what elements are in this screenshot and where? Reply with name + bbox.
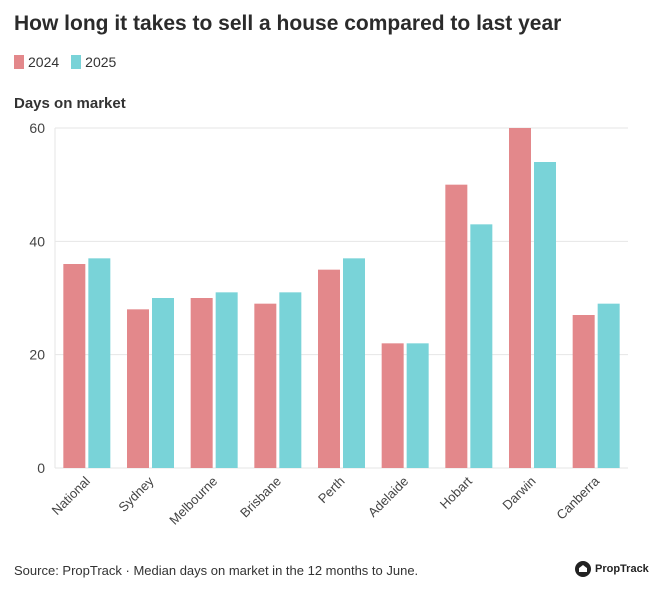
x-tick-label: Hobart [437,473,475,511]
bar-2025-sydney [152,298,174,468]
x-tick-label: Brisbane [237,474,284,521]
bar-2025-canberra [597,303,620,468]
x-tick-label: Darwin [499,474,538,513]
bar-2025-darwin [534,162,556,468]
x-tick-label: Canberra [553,473,602,522]
x-tick-label: Perth [315,474,348,507]
bar-2024-melbourne [190,298,213,468]
x-tick-label: National [49,473,93,517]
legend: 2024 2025 [14,54,116,70]
y-tick-label: 40 [29,233,45,249]
x-tick-label: Melbourne [166,474,220,528]
legend-swatch-2024 [14,55,24,69]
bar-2024-hobart [445,184,468,468]
bar-2024-brisbane [254,303,277,468]
source-note: Source: PropTrack · Median days on marke… [14,563,419,578]
bar-2024-national [63,264,86,468]
legend-item-2024: 2024 [14,54,59,70]
y-tick-label: 20 [29,347,45,363]
y-tick-label: 0 [37,460,45,476]
y-axis-label: Days on market [14,95,126,112]
bar-2025-adelaide [406,343,429,468]
house-icon [575,561,591,577]
legend-item-2025: 2025 [71,54,116,70]
x-tick-label: Adelaide [365,474,411,520]
brand-logo: PropTrack [575,561,649,577]
chart-title: How long it takes to sell a house compar… [14,12,562,35]
bar-2025-perth [343,258,365,468]
bar-2025-melbourne [215,292,238,468]
legend-label-2024: 2024 [28,54,60,70]
bar-2024-canberra [572,315,595,468]
x-tick-label: Sydney [115,473,157,515]
bar-2024-sydney [127,309,149,468]
bar-2025-brisbane [279,292,302,468]
bar-2024-adelaide [381,343,404,468]
bar-2025-hobart [470,224,493,468]
legend-swatch-2025 [71,55,82,69]
legend-label-2025: 2025 [85,54,117,70]
bar-2025-national [88,258,111,468]
bar-2024-darwin [509,128,531,468]
bar-2024-perth [318,269,340,468]
y-tick-label: 60 [29,120,45,136]
brand-name: PropTrack [595,563,649,575]
